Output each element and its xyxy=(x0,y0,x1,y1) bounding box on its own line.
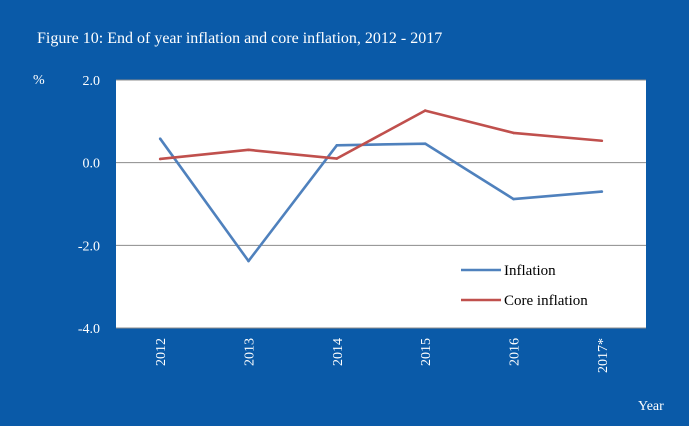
y-tick-labels: 2.0 0.0 -2.0 -4.0 xyxy=(78,74,100,337)
data-point xyxy=(424,109,427,112)
data-point xyxy=(336,144,339,147)
y-tick-label: 0.0 xyxy=(83,157,101,172)
x-tick-label: 2012 xyxy=(154,338,169,366)
x-tick-labels: 2012 2013 2014 2015 2016 2017* xyxy=(154,338,611,373)
data-point xyxy=(601,190,604,193)
data-point xyxy=(512,198,515,201)
data-point xyxy=(336,157,339,160)
x-tick-label: 2016 xyxy=(508,338,523,366)
legend-label: Core inflation xyxy=(504,293,588,309)
data-point xyxy=(512,132,515,135)
data-point xyxy=(159,158,162,161)
plot-area xyxy=(116,80,646,328)
x-tick-label: 2017* xyxy=(596,338,611,373)
x-tick-label: 2013 xyxy=(243,338,258,366)
x-tick-label: 2014 xyxy=(331,338,346,366)
data-point xyxy=(601,139,604,142)
y-tick-label: 2.0 xyxy=(83,74,101,89)
y-tick-label: -4.0 xyxy=(78,322,100,337)
data-point xyxy=(159,137,162,140)
y-tick-label: -2.0 xyxy=(78,239,100,254)
legend-label: Inflation xyxy=(504,263,556,279)
data-point xyxy=(247,260,250,263)
x-tick-label: 2015 xyxy=(419,338,434,366)
data-point xyxy=(247,149,250,152)
data-point xyxy=(424,142,427,145)
